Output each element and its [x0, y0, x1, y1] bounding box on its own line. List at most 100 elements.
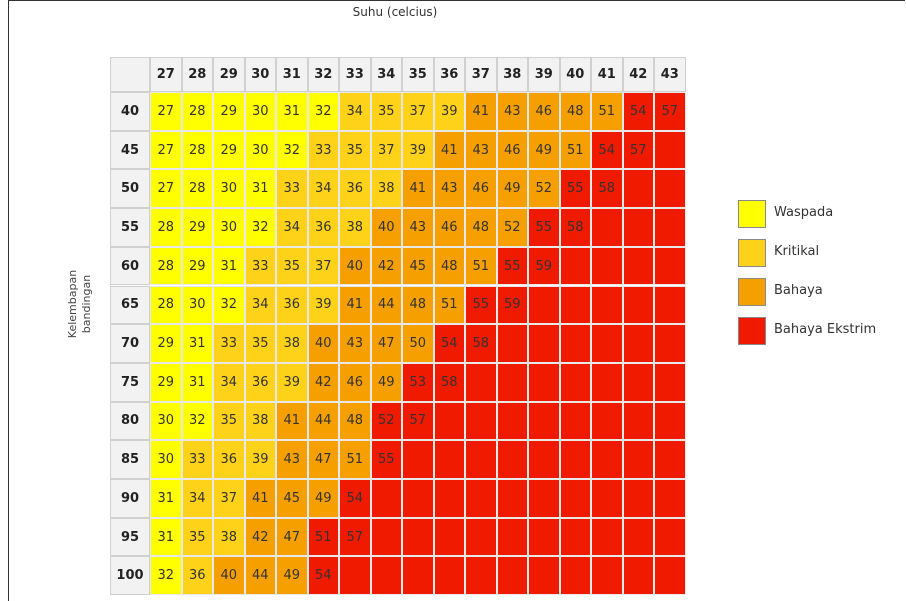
heat-cell: 41: [276, 401, 308, 441]
heat-cell: 29: [213, 92, 245, 131]
heat-cell: [654, 401, 686, 441]
heat-cell: 35: [276, 246, 308, 286]
heat-cell: 53: [402, 362, 434, 402]
heat-cell: 41: [339, 285, 371, 325]
heat-cell: 52: [496, 208, 528, 247]
heat-cell: [528, 285, 560, 325]
heat-cell: 41: [244, 479, 276, 518]
heat-cell: [591, 517, 623, 557]
heat-cell: 47: [276, 517, 308, 557]
heat-cell: 33: [244, 246, 276, 286]
heat-cell: 36: [244, 362, 276, 402]
heat-cell: [622, 208, 654, 247]
heat-cell: 32: [150, 556, 182, 596]
heat-cell: 54: [307, 556, 339, 596]
heat-cell: 32: [213, 285, 245, 325]
heat-cell: 55: [370, 440, 402, 479]
heat-cell: 36: [339, 169, 371, 209]
heat-cell: 45: [276, 479, 308, 518]
heat-cell: 30: [150, 401, 182, 441]
heat-cell: 37: [213, 479, 245, 518]
heat-cell: [465, 440, 497, 479]
heat-cell: 42: [307, 362, 339, 402]
heat-cell: [559, 479, 591, 518]
heat-cell: [496, 556, 528, 596]
heat-cell: [654, 324, 686, 363]
heat-cell: 30: [150, 440, 182, 479]
heat-cell: 36: [213, 440, 245, 479]
heat-cell: 33: [307, 130, 339, 170]
heat-cell: 46: [465, 169, 497, 209]
heat-cell: 37: [370, 130, 402, 170]
heat-cell: 29: [150, 362, 182, 402]
heat-cell: 46: [528, 92, 560, 131]
heat-cell: 58: [559, 208, 591, 247]
heat-cell: 59: [496, 285, 528, 325]
heat-cell: 47: [307, 440, 339, 479]
column-header: 37: [465, 57, 497, 92]
column-header: 36: [433, 57, 465, 92]
heat-cell: 34: [307, 169, 339, 209]
heat-cell: [496, 479, 528, 518]
legend-label: Waspada: [774, 205, 834, 220]
heat-cell: 35: [244, 324, 276, 363]
heat-cell: [622, 517, 654, 557]
heat-cell: 34: [213, 362, 245, 402]
heat-cell: 51: [465, 246, 497, 286]
heat-cell: [528, 440, 560, 479]
heat-cell: 44: [244, 556, 276, 596]
frame: [8, 0, 905, 601]
chart-title: Suhu (celcius): [352, 5, 438, 19]
heat-cell: [528, 479, 560, 518]
heat-cell: 27: [150, 169, 182, 209]
heat-cell: 54: [591, 130, 623, 170]
heat-cell: [559, 324, 591, 363]
column-header: 35: [402, 57, 434, 92]
heat-cell: [402, 517, 434, 557]
heat-cell: [591, 362, 623, 402]
heat-cell: 58: [591, 169, 623, 209]
heat-cell: [591, 246, 623, 286]
heat-cell: 31: [244, 169, 276, 209]
heat-cell: [559, 556, 591, 596]
heat-cell: [433, 401, 465, 441]
heat-cell: 42: [370, 246, 402, 286]
heat-cell: 49: [528, 130, 560, 170]
heat-cell: 49: [370, 362, 402, 402]
heat-cell: [496, 401, 528, 441]
heat-cell: 38: [213, 517, 245, 557]
row-header: 45: [110, 130, 150, 170]
heat-cell: 43: [339, 324, 371, 363]
column-header: 28: [181, 57, 213, 92]
heat-cell: 36: [307, 208, 339, 247]
heat-cell: 29: [181, 208, 213, 247]
heat-cell: [559, 401, 591, 441]
legend-swatch: [738, 239, 766, 267]
heat-cell: 31: [213, 246, 245, 286]
heat-cell: [591, 285, 623, 325]
heat-cell: 40: [339, 246, 371, 286]
heat-cell: 35: [370, 92, 402, 131]
heat-cell: [591, 440, 623, 479]
heat-cell: 57: [402, 401, 434, 441]
heat-cell: [528, 362, 560, 402]
column-header: 41: [591, 57, 623, 92]
heat-cell: 42: [244, 517, 276, 557]
heat-cell: 31: [150, 517, 182, 557]
heat-cell: 40: [370, 208, 402, 247]
heat-cell: 57: [339, 517, 371, 557]
heat-cell: 49: [307, 479, 339, 518]
heat-cell: [654, 440, 686, 479]
heat-cell: [496, 440, 528, 479]
heat-cell: 31: [276, 92, 308, 131]
heat-cell: [559, 246, 591, 286]
heat-cell: 58: [433, 362, 465, 402]
heat-cell: [654, 556, 686, 596]
column-header: 34: [370, 57, 402, 92]
heat-cell: 35: [181, 517, 213, 557]
heat-cell: 30: [213, 208, 245, 247]
legend-swatch: [738, 317, 766, 345]
row-header: 40: [110, 92, 150, 131]
heat-cell: 34: [244, 285, 276, 325]
heat-cell: 51: [591, 92, 623, 131]
